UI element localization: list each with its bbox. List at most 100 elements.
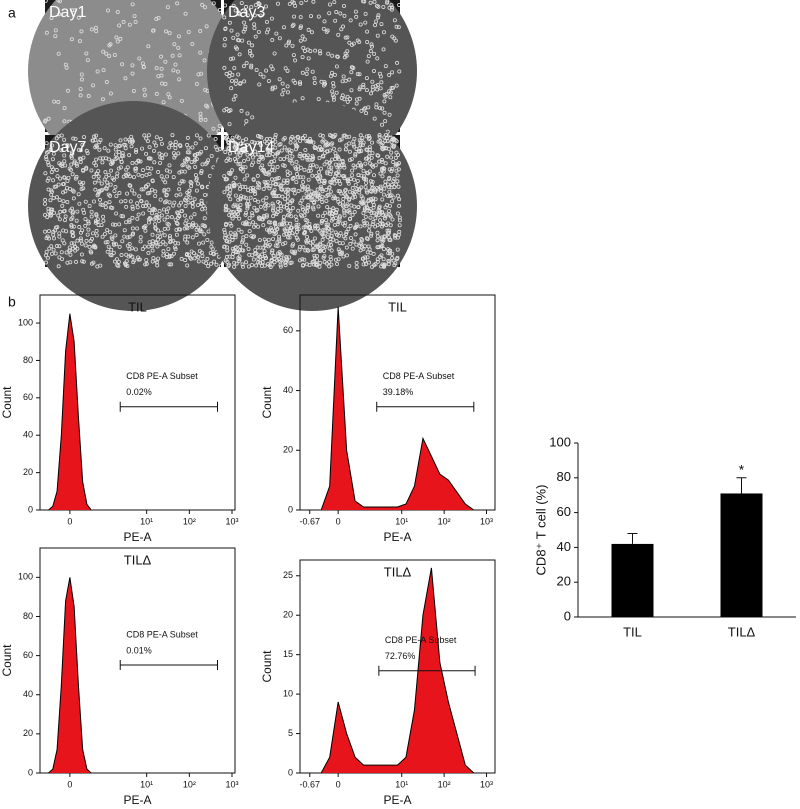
- cell: [365, 29, 370, 34]
- cell: [381, 257, 386, 262]
- plot-title: TIL: [388, 299, 407, 314]
- cell: [301, 180, 306, 185]
- cell: [229, 184, 234, 189]
- cell: [108, 230, 113, 235]
- cell: [258, 204, 263, 209]
- cell: [64, 250, 69, 255]
- cell: [159, 54, 164, 59]
- cell: [171, 203, 176, 208]
- cell: [300, 34, 305, 39]
- cell: [84, 238, 89, 243]
- y-axis-label: Count: [0, 386, 14, 419]
- cell: [293, 214, 298, 219]
- cell: [64, 229, 69, 234]
- cell: [171, 238, 176, 243]
- x-axis-label: PE-A: [123, 793, 151, 807]
- cell: [266, 149, 271, 154]
- cell: [261, 245, 266, 250]
- cell: [116, 263, 121, 268]
- cell: [290, 0, 295, 4]
- cell: [77, 201, 82, 206]
- cell: [247, 48, 252, 53]
- cell: [217, 123, 222, 128]
- cell: [383, 146, 388, 151]
- cell: [331, 97, 336, 102]
- cell: [107, 53, 112, 58]
- cell: [330, 70, 335, 75]
- cell: [306, 169, 311, 174]
- cell: [369, 233, 374, 238]
- cell: [169, 215, 174, 220]
- cell: [276, 254, 281, 259]
- cell: [270, 248, 275, 253]
- cell: [199, 71, 204, 76]
- cell: [59, 133, 64, 138]
- cell: [360, 135, 365, 140]
- cell: [267, 242, 272, 247]
- cell: [203, 206, 208, 211]
- cell: [112, 52, 117, 57]
- cell: [288, 136, 293, 141]
- cell: [347, 134, 352, 139]
- cell: [56, 264, 61, 269]
- cell: [305, 195, 310, 200]
- cell: [46, 229, 51, 234]
- cell: [98, 263, 103, 268]
- cell: [222, 65, 227, 70]
- cell: [262, 213, 267, 218]
- cell: [238, 244, 243, 249]
- cell: [269, 177, 274, 182]
- cell: [393, 233, 398, 238]
- cell: [381, 246, 386, 251]
- cell: [144, 136, 149, 141]
- cell: [359, 185, 364, 190]
- cell: [360, 143, 365, 148]
- cell: [54, 168, 59, 173]
- cell: [357, 72, 362, 77]
- cell: [382, 135, 387, 140]
- x-tick-label: TIL: [623, 624, 642, 639]
- cell: [232, 202, 237, 207]
- cell: [125, 235, 130, 240]
- cell: [234, 249, 239, 254]
- cell: [127, 242, 132, 247]
- cell: [43, 118, 48, 123]
- cell: [162, 217, 167, 222]
- cell: [133, 19, 138, 24]
- cell: [276, 206, 281, 211]
- cell: [70, 206, 75, 211]
- cell: [387, 175, 392, 180]
- cell: [230, 246, 235, 251]
- cell: [350, 190, 355, 195]
- cell: [317, 156, 322, 161]
- cell: [202, 216, 207, 221]
- cell: [159, 174, 164, 179]
- cell: [386, 182, 391, 187]
- cell: [394, 168, 399, 173]
- cell: [223, 233, 228, 238]
- cell: [310, 69, 315, 74]
- cell: [347, 263, 352, 268]
- cell: [58, 176, 63, 181]
- cell: [296, 226, 301, 231]
- cell: [332, 194, 337, 199]
- cell: [376, 4, 381, 9]
- cell: [246, 188, 251, 193]
- cell: [301, 195, 306, 200]
- cell: [364, 180, 369, 185]
- cell: [340, 250, 345, 255]
- cell: [334, 64, 339, 69]
- cell: [357, 149, 362, 154]
- cell: [57, 231, 62, 236]
- cell: [328, 254, 333, 259]
- cell: [255, 173, 260, 178]
- cell: [278, 264, 283, 269]
- cell: [170, 133, 175, 138]
- cell: [249, 63, 254, 68]
- cell: [349, 203, 354, 208]
- cell: [294, 223, 299, 228]
- cell: [194, 232, 199, 237]
- cell: [263, 203, 268, 208]
- cell: [256, 253, 261, 258]
- cell: [177, 203, 182, 208]
